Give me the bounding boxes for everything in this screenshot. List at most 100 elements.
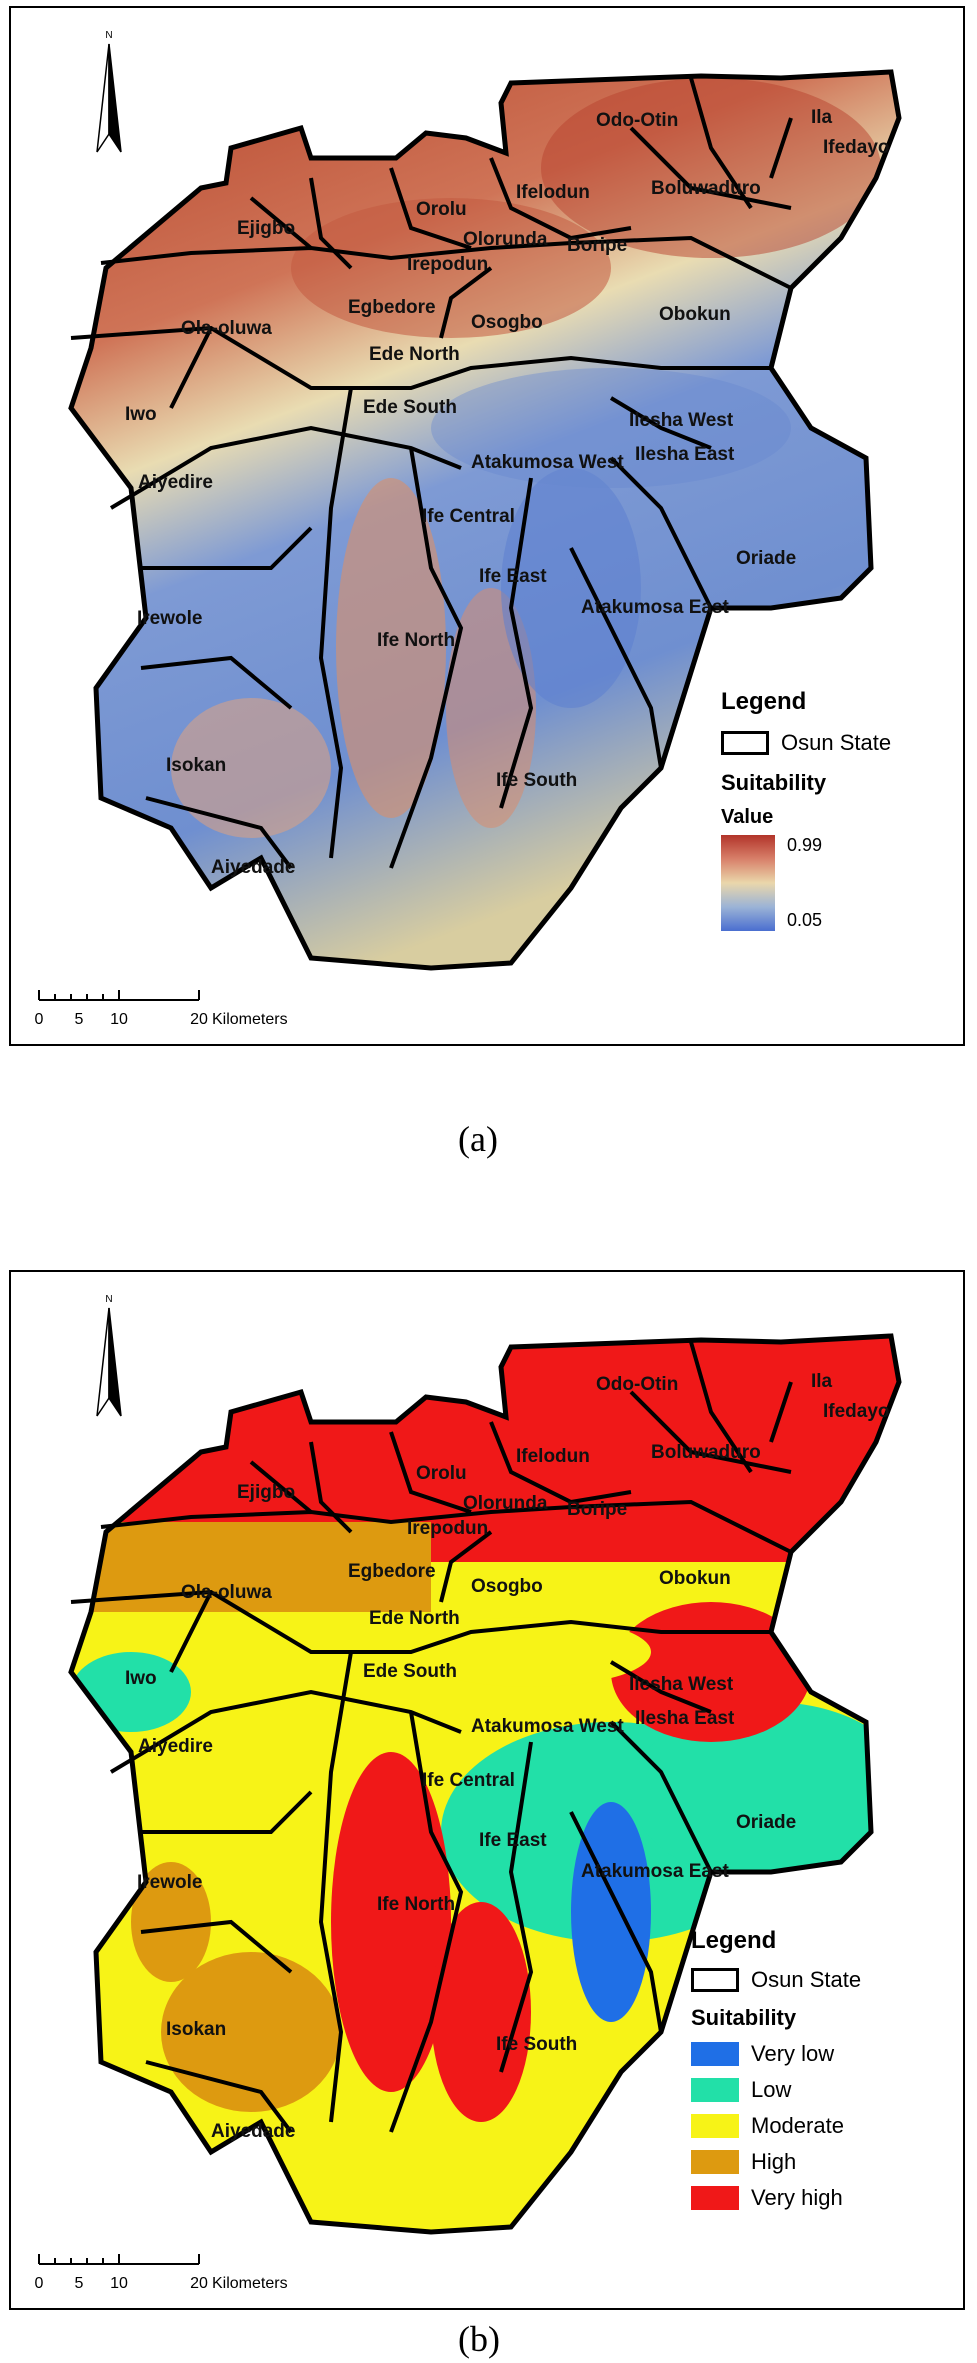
class-label: Moderate [751, 2113, 844, 2138]
label-atakumosa-east: Atakumosa East [581, 1861, 730, 1882]
gradient-row: 0.99 0.05 [721, 835, 891, 931]
label-ife-north: Ife North [377, 1894, 455, 1915]
scale-tick-5: 5 [75, 1011, 84, 1028]
ramp-min-label: 0.05 [787, 910, 823, 930]
field-title: Suitability [691, 2005, 797, 2030]
scale-tick-5: 5 [75, 2275, 84, 2292]
label-ife-central: Ife Central [422, 506, 515, 527]
scale-bar: 0 5 10 20 Kilometers [35, 990, 288, 1028]
class-label: Very high [751, 2185, 843, 2210]
label-olorunda: Olorunda [463, 229, 548, 250]
label-ilesha-west: Ilesha West [629, 410, 734, 431]
suitability-map-b: Odo-Otin Ila Ifedayo Boluwaduro Ifelodun… [68, 1333, 902, 2235]
legend-title: Legend [721, 688, 807, 715]
label-atakumosa-east: Atakumosa East [581, 597, 730, 618]
ramp-max-label: 0.99 [787, 835, 823, 855]
label-ife-central: Ife Central [422, 1770, 515, 1791]
label-boripe: Boripe [567, 1499, 627, 1520]
label-ifelodun: Ifelodun [516, 1446, 590, 1467]
label-boluwaduro: Boluwaduro [651, 1442, 761, 1463]
label-irewole: Irewole [137, 608, 202, 629]
label-ila: Ila [811, 107, 833, 128]
label-ede-south: Ede South [363, 397, 457, 418]
label-ede-north: Ede North [369, 1608, 460, 1629]
label-aiyedade: Aiyedade [211, 857, 295, 878]
label-ejigbo: Ejigbo [237, 218, 295, 239]
lga-labels: Odo-Otin Ila Ifedayo Boluwaduro Ifelodun… [125, 107, 890, 878]
class-swatch [691, 2150, 739, 2174]
scale-tick-10: 10 [110, 2275, 128, 2292]
label-iwo: Iwo [125, 1668, 157, 1689]
legend-class-row: Low [691, 2077, 861, 2103]
label-egbedore: Egbedore [348, 1561, 436, 1582]
value-ramp [721, 835, 775, 931]
label-ilesha-east: Ilesha East [635, 444, 735, 465]
class-list: Very low Low Moderate High Very high [691, 2041, 861, 2211]
legend-boundary-row: Osun State [691, 1967, 861, 1993]
field-title: Suitability [721, 770, 827, 795]
boundary-swatch [721, 731, 769, 755]
label-ejigbo: Ejigbo [237, 1482, 295, 1503]
state-outline [68, 69, 902, 971]
label-osogbo: Osogbo [471, 1576, 543, 1597]
label-ede-south: Ede South [363, 1661, 457, 1682]
legend-a: Legend Osun State Suitability Value 0.99… [721, 688, 891, 931]
class-label: High [751, 2149, 797, 2174]
label-aiyedire: Aiyedire [138, 1736, 213, 1757]
label-obokun: Obokun [659, 1568, 731, 1589]
label-isokan: Isokan [166, 2019, 226, 2040]
label-ifedayo: Ifedayo [823, 1401, 890, 1422]
field-subtitle: Value [721, 806, 774, 828]
label-oriade: Oriade [736, 1812, 796, 1833]
label-oriade: Oriade [736, 548, 796, 569]
class-swatch [691, 2042, 739, 2066]
class-label: Low [751, 2077, 792, 2102]
label-ila: Ila [811, 1371, 833, 1392]
north-label: N [105, 1294, 112, 1305]
legend-b: Legend Osun State Suitability Very low Lo… [691, 1927, 861, 2211]
label-ola-oluwa: Ola-oluwa [181, 1582, 272, 1603]
legend-class-row: Moderate [691, 2113, 861, 2139]
label-ilesha-west: Ilesha West [629, 1674, 734, 1695]
lga-boundaries [70, 77, 793, 870]
label-ifelodun: Ifelodun [516, 182, 590, 203]
scale-tick-20: 20 [190, 1011, 208, 1028]
legend-boundary-row: Osun State [721, 730, 891, 756]
scale-tick-0: 0 [35, 2275, 44, 2292]
label-ilesha-east: Ilesha East [635, 1708, 735, 1729]
caption-b: (b) [458, 2319, 500, 2359]
label-aiyedade: Aiyedade [211, 2121, 295, 2142]
class-swatch [691, 2114, 739, 2138]
scale-tick-0: 0 [35, 1011, 44, 1028]
caption-a: (a) [458, 1119, 498, 1159]
label-ife-south: Ife South [496, 2034, 577, 2055]
state-outline-b [68, 1333, 902, 2235]
scale-tick-10: 10 [110, 1011, 128, 1028]
class-swatch [691, 2078, 739, 2102]
label-isokan: Isokan [166, 755, 226, 776]
label-ede-north: Ede North [369, 344, 460, 365]
label-boluwaduro: Boluwaduro [651, 178, 761, 199]
label-ifedayo: Ifedayo [823, 137, 890, 158]
scale-tick-20: 20 [190, 2275, 208, 2292]
label-egbedore: Egbedore [348, 297, 436, 318]
label-irepodun: Irepodun [407, 1518, 488, 1539]
label-iwo: Iwo [125, 404, 157, 425]
map-panel-b: Odo-Otin Ila Ifedayo Boluwaduro Ifelodun… [9, 1270, 965, 2310]
north-arrow-b: N [96, 1294, 122, 1417]
label-aiyedire: Aiyedire [138, 472, 213, 493]
label-atakumosa-west: Atakumosa West [471, 1716, 624, 1737]
label-irewole: Irewole [137, 1872, 202, 1893]
scale-bar-b: 0 5 10 20 Kilometers [35, 2254, 288, 2292]
label-osogbo: Osogbo [471, 312, 543, 333]
scale-unit: Kilometers [212, 1011, 288, 1028]
class-label: Very low [751, 2041, 835, 2066]
label-atakumosa-west: Atakumosa West [471, 452, 624, 473]
scale-unit: Kilometers [212, 2275, 288, 2292]
label-obokun: Obokun [659, 304, 731, 325]
suitability-texture [171, 78, 881, 838]
label-odo-otin: Odo-Otin [596, 1374, 678, 1395]
label-ife-east: Ife East [479, 1830, 547, 1851]
legend-title: Legend [691, 1927, 777, 1954]
class-swatch [691, 2186, 739, 2210]
